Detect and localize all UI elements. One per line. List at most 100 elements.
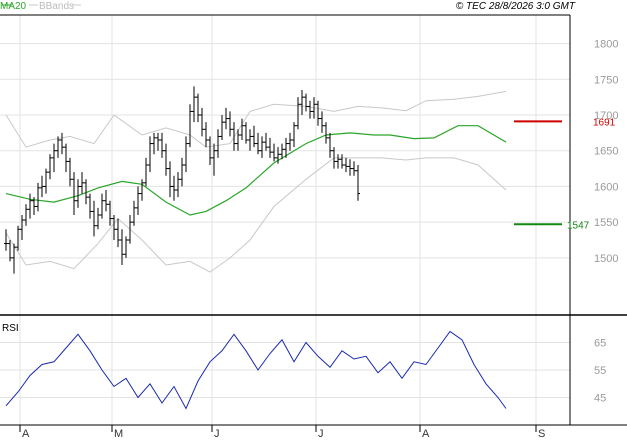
ohlc-bar (28, 193, 32, 219)
ohlc-bar (116, 218, 120, 248)
ohlc-bar (76, 179, 80, 208)
ohlc-bar (112, 215, 116, 240)
ohlc-bar (72, 172, 76, 215)
ohlc-bar (88, 193, 92, 219)
ohlc-bar (24, 204, 28, 226)
ohlc-bar (48, 154, 52, 180)
ohlc-bar (64, 143, 68, 173)
rsi-tick-label-1: 55 (594, 365, 606, 377)
ohlc-bar (300, 90, 304, 115)
ohlc-bar (68, 157, 72, 187)
ohlc-bar (176, 172, 180, 198)
ohlc-bar (188, 104, 192, 148)
rsi-tick-label-2: 45 (594, 393, 606, 405)
ohlc-bar (240, 118, 244, 140)
ohlc-bar (4, 229, 8, 251)
ohlc-bar (332, 147, 336, 169)
ohlc-bar (284, 137, 288, 158)
ohlc-bar (204, 122, 208, 148)
ohlc-bar (36, 182, 40, 212)
ohlc-bar (96, 207, 100, 230)
ohlc-bar (344, 157, 348, 173)
source-timestamp: © TEC 28/8/2026 3:0 GMT (456, 1, 576, 12)
ohlc-bar (160, 132, 164, 158)
ohlc-bar (352, 161, 356, 176)
ohlc-bar (108, 200, 112, 226)
ohlc-bar (136, 186, 140, 215)
ohlc-bar (168, 161, 172, 198)
ohlc-bar (228, 111, 232, 137)
price-tick-label-6: 1500 (594, 253, 618, 265)
price-tick-label-4: 1600 (594, 181, 618, 193)
price-tick-label-5: 1550 (594, 217, 618, 229)
ohlc-bar (308, 100, 312, 119)
ohlc-bar (16, 225, 20, 251)
ohlc-bar (340, 154, 344, 169)
x-tick-label-1: M (114, 428, 123, 440)
ohlc-bar (260, 136, 264, 158)
rsi-tick-label-0: 65 (594, 338, 606, 350)
ohlc-bar (100, 193, 104, 219)
ohlc-bar (320, 111, 324, 133)
bollinger-bands (5, 90, 507, 273)
ohlc-bar (236, 129, 240, 151)
bbands-legend-label: BBands (39, 1, 74, 12)
ohlc-bar (252, 125, 256, 148)
ohlc-bar (336, 154, 340, 169)
ohlc-bar (264, 132, 268, 151)
x-tick-label-0: A (22, 428, 30, 440)
x-tick-label-5: S (538, 428, 545, 440)
ohlc-bar (124, 236, 128, 258)
x-tick-label-2: J (214, 428, 220, 440)
bbands-lower-line (5, 157, 507, 273)
ohlc-bar (216, 129, 220, 158)
ohlc-bar (132, 200, 136, 226)
ma20-line (5, 125, 507, 216)
bbands-upper-line (5, 90, 507, 148)
ohlc-bar (272, 143, 276, 162)
price-tick-label-0: 1800 (594, 39, 618, 51)
ohlc-bar (32, 197, 36, 215)
ohlc-bar (356, 165, 360, 201)
ohlc-bar (20, 215, 24, 240)
ohlc-bar (40, 175, 44, 198)
ohlc-bar (244, 122, 248, 144)
ohlc-bar (316, 100, 320, 126)
ohlc-bar (288, 132, 292, 151)
ohlc-bar (196, 93, 200, 123)
ohlc-bar (328, 132, 332, 158)
price-levels: 1691 1547 (514, 117, 616, 231)
x-tick-label-4: A (422, 428, 430, 440)
resistance-level-label: 1691 (593, 117, 616, 128)
ohlc-bar (148, 136, 152, 173)
ohlc-bar (104, 190, 108, 212)
ohlc-bar (296, 97, 300, 130)
ohlc-bar (140, 179, 144, 201)
rsi-label: RSI (2, 323, 19, 334)
ohlc-bar (312, 97, 316, 119)
rsi-line (5, 330, 507, 410)
ohlc-bar (180, 157, 184, 187)
ohlc-bar (144, 157, 148, 187)
ohlc-bar (128, 215, 132, 244)
ohlc-bar (120, 229, 124, 265)
ohlc-bar (80, 172, 84, 194)
ohlc-bar (164, 143, 168, 176)
ohlc-bar (192, 86, 196, 123)
ohlc-bar (56, 136, 60, 158)
ohlc-bar (324, 122, 328, 144)
ohlc-bar (172, 175, 176, 201)
ma20-legend-label: MA20 (0, 1, 27, 12)
ohlc-bar (156, 132, 160, 151)
ohlc-bar (304, 93, 308, 112)
ohlc-bar (212, 143, 216, 176)
ohlc-bars (4, 86, 360, 274)
ohlc-bar (52, 143, 56, 173)
ohlc-bar (60, 132, 64, 155)
x-tick-label-3: J (318, 428, 324, 440)
ohlc-bar (292, 122, 296, 148)
ohlc-bar (8, 240, 12, 262)
y-axis-ticks: 1800 1750 1700 1650 1600 1550 1500 65 55 45 (594, 39, 618, 405)
